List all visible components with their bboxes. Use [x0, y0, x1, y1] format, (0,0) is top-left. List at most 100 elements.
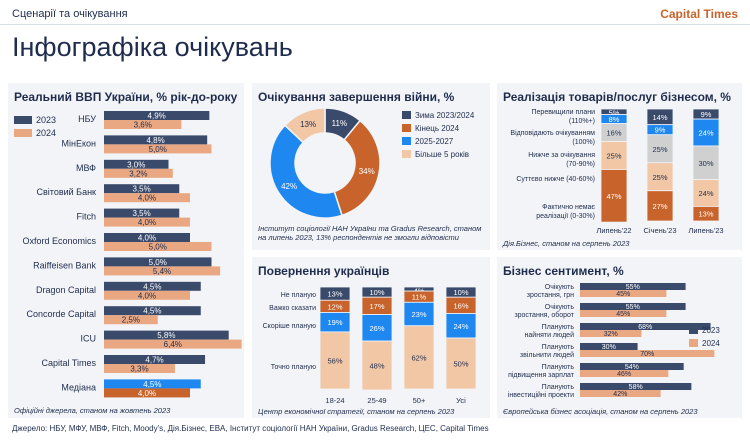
gdp-category-label: Oxford Economics — [22, 236, 96, 246]
sales-series-label: Відповідають очікуванням — [510, 129, 595, 137]
gdp-bar-2023 — [104, 184, 180, 194]
sales-series-label: Суттєво нижче (40-60%) — [516, 176, 595, 183]
return-series-label: Важко сказати — [269, 305, 316, 312]
sentiment-title: Бізнес сентимент, % — [503, 264, 624, 278]
sentiment-bar-2023 — [580, 363, 684, 370]
gdp-bar-2024 — [104, 290, 190, 300]
gdp-category-label: Capital Times — [41, 358, 96, 368]
sales-segment — [646, 162, 674, 192]
footer-sources: Джерело: НБУ, МФУ, МВФ, Fitch, Moody's, … — [12, 424, 489, 433]
sentiment-category-label: звільнити людей — [520, 351, 574, 359]
war-slice-label: 42% — [281, 182, 297, 191]
return-title: Повернення українців — [258, 264, 390, 278]
breadcrumb[interactable]: Сценарії та очікування — [12, 8, 128, 20]
sales-segment-label: 5% — [609, 109, 620, 118]
war-legend-label: Зима 2023/2024 — [415, 111, 475, 120]
return-segment-label: 17% — [369, 302, 384, 311]
return-segment-label: 19% — [327, 318, 342, 327]
sales-category-label: Липень'23 — [688, 226, 723, 235]
return-series-label: Не планую — [281, 292, 316, 299]
gdp-value-label-2024: 4,0% — [138, 194, 156, 203]
return-segment-label: 16% — [453, 301, 468, 310]
return-segment-label: 48% — [369, 362, 384, 371]
brand-logo: Capital Times — [660, 7, 738, 21]
sales-segment-label: 30% — [698, 159, 713, 168]
return-segment-label: 13% — [327, 290, 342, 299]
sentiment-legend-label-2024: 2024 — [702, 339, 720, 348]
sales-series-label: Нижче за очікування — [528, 151, 595, 159]
sales-segment-label: 8% — [609, 115, 620, 124]
gdp-value-label-2024: 3,2% — [129, 169, 147, 178]
gdp-value-label-2023: 3,5% — [133, 209, 151, 218]
sentiment-category-label: Очікують — [545, 303, 575, 311]
sales-segment — [600, 169, 628, 223]
return-segment-label: 24% — [453, 322, 468, 331]
gdp-category-label: МінЕкон — [62, 138, 97, 148]
return-segment-label: 23% — [411, 310, 426, 319]
sentiment-value-label-2024: 45% — [616, 311, 630, 318]
gdp-value-label-2023: 4,5% — [143, 380, 161, 389]
sentiment-value-label-2024: 70% — [640, 351, 654, 358]
gdp-bar-2023 — [104, 111, 210, 120]
sales-segment-label: 13% — [698, 210, 713, 219]
war-source: Інститут соціології НАН України та Gradu… — [258, 224, 482, 242]
sentiment-category-label: інвестиційні проекти — [508, 391, 574, 399]
return-segment-label: 62% — [411, 353, 426, 362]
sales-category-label: Січень'23 — [644, 226, 677, 235]
gdp-source: Офіційні джерела, станом на жовтень 2023 — [14, 406, 171, 415]
sales-segment-label: 24% — [698, 129, 713, 138]
return-series-label: Точно планую — [271, 364, 316, 371]
war-legend-label: 2025-2027 — [415, 137, 454, 146]
sales-series-label: (70-90%) — [566, 161, 595, 168]
sentiment-category-label: найняти людей — [525, 331, 575, 339]
war-slice-label: 11% — [332, 119, 347, 128]
war-chart: 11% 34% 42% 13% Зима 2023/2024 Кінець 2024 202… — [269, 107, 475, 219]
sales-segment — [692, 206, 720, 222]
war-slice — [283, 107, 326, 144]
war-legend-label: Більше 5 років — [415, 150, 469, 159]
sales-segment-label: 25% — [652, 173, 667, 182]
sentiment-legend-swatch-2023 — [689, 326, 698, 334]
gdp-value-label-2023: 5,8% — [157, 331, 175, 340]
sentiment-bar-2024 — [580, 370, 669, 377]
gdp-value-label-2024: 2,5% — [122, 316, 140, 325]
gdp-bar-2024 — [104, 266, 221, 276]
war-legend-swatch — [402, 111, 411, 119]
gdp-category-label: Raiffeisen Bank — [33, 260, 96, 270]
sentiment-category-label: зростання, грн — [527, 292, 574, 299]
return-segment — [403, 325, 435, 390]
gdp-category-label: НБУ — [78, 114, 96, 124]
gdp-value-label-2023: 3,0% — [127, 160, 145, 169]
war-slice — [269, 124, 343, 219]
return-segment — [445, 313, 477, 339]
war-legend-swatch — [402, 124, 411, 132]
gdp-value-label-2023: 4,0% — [138, 234, 156, 243]
war-title: Очікування завершення війни, % — [258, 90, 455, 104]
sentiment-bar-2023 — [580, 383, 692, 390]
sentiment-panel: Бізнес сентимент, % Очікують зростання, г… — [497, 257, 742, 418]
return-category-label: Усі — [456, 396, 466, 405]
gdp-value-label-2024: 4,0% — [138, 291, 156, 300]
gdp-bar-2024 — [104, 168, 173, 178]
sentiment-legend-label-2023: 2023 — [702, 326, 720, 335]
gdp-value-label-2024: 5,4% — [153, 267, 171, 276]
sentiment-bar-2024 — [580, 290, 667, 297]
sentiment-value-label-2023: 54% — [625, 364, 639, 371]
gdp-value-label-2023: 4,7% — [145, 356, 163, 365]
sales-series-label: Фактично немає — [542, 204, 595, 211]
sales-panel: Реалізація товарів/послуг бізнесом, % 5%… — [497, 83, 742, 250]
return-segment — [361, 340, 393, 391]
gdp-bar-2024 — [104, 120, 182, 129]
war-slice-label: 34% — [359, 167, 375, 176]
sentiment-bar-2023 — [580, 323, 711, 330]
return-segment — [445, 337, 477, 390]
return-segment-label: 56% — [327, 356, 342, 365]
sentiment-value-label-2024: 42% — [613, 391, 627, 398]
gdp-panel: Реальний ВВП України, % рік-до-року 2023… — [8, 83, 244, 418]
sentiment-source: Європейська бізнес асоціація, станом на … — [503, 407, 698, 416]
gdp-bar-2024 — [104, 339, 242, 349]
gdp-value-label-2024: 5,0% — [149, 243, 167, 252]
sales-category-label: Липень'22 — [596, 226, 631, 235]
page-title: Інфографіка очікувань — [12, 32, 293, 62]
gdp-value-label-2023: 5,0% — [149, 258, 167, 267]
